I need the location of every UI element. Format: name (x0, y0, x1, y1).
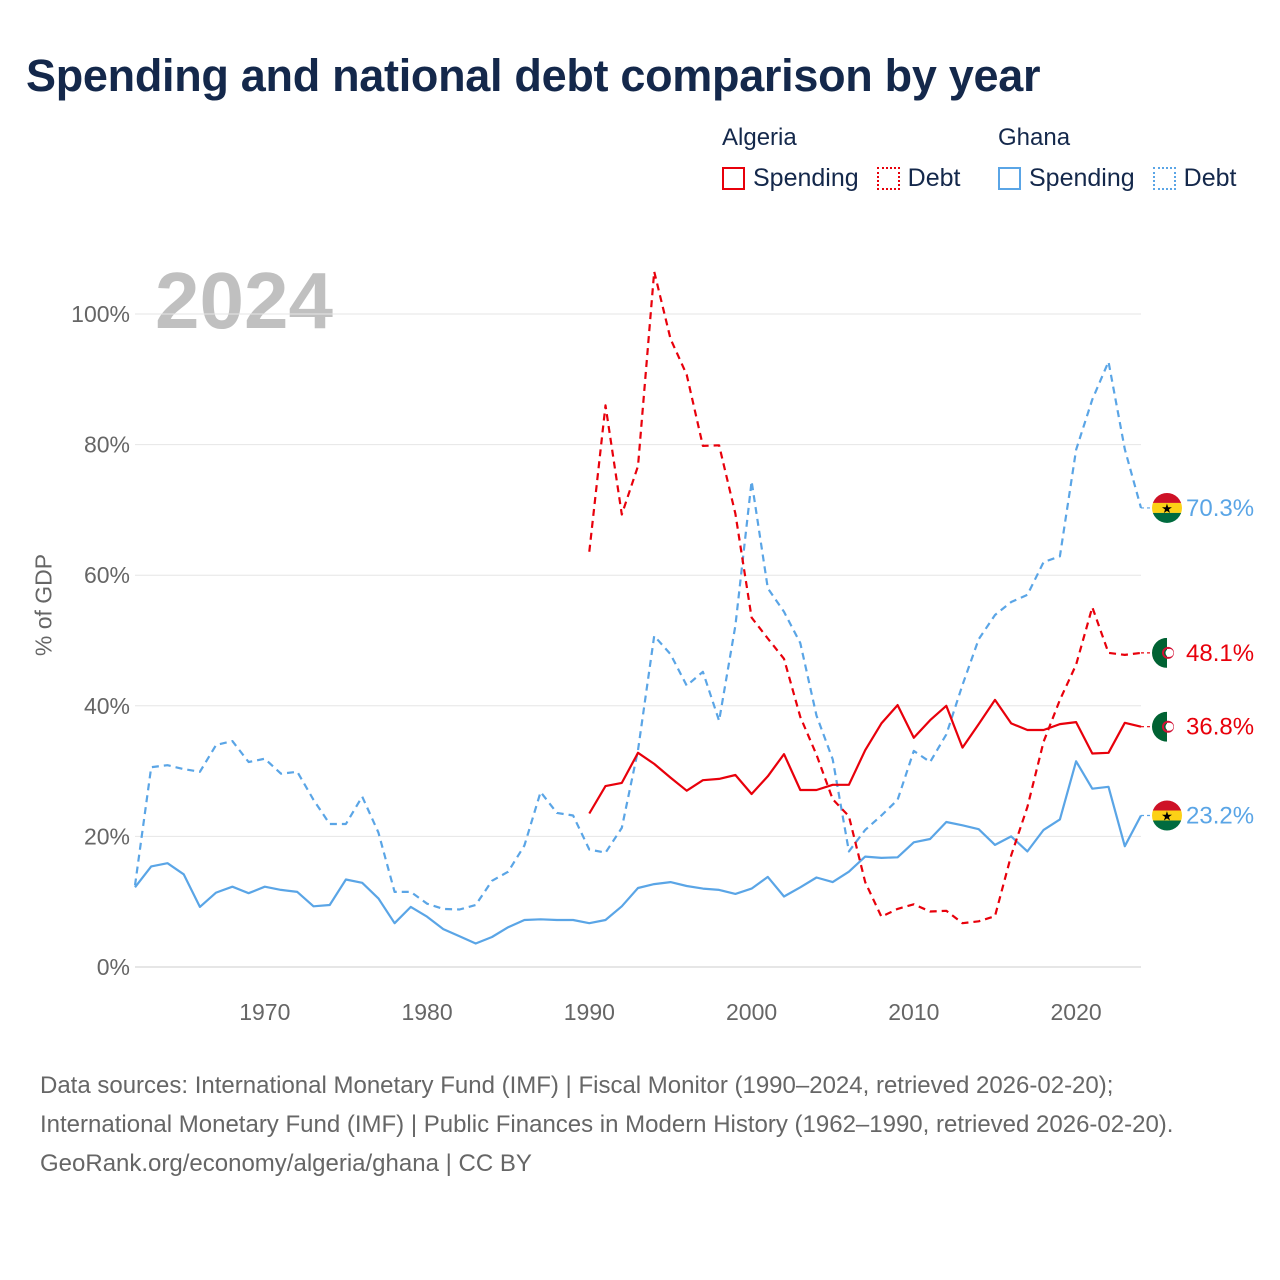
end-label: 36.8% (1186, 714, 1254, 741)
y-tick-label: 80% (84, 432, 130, 458)
legend-country-ghana: Ghana (998, 124, 1071, 151)
legend-algeria-debt[interactable]: Debt (876, 164, 961, 193)
x-tick-label: 1980 (401, 999, 452, 1025)
x-tick-label: 2010 (888, 999, 939, 1025)
ghana-flag-icon: ★ (1152, 492, 1182, 523)
x-tick-label: 1970 (239, 999, 290, 1025)
x-tick-label: 2020 (1051, 999, 1102, 1025)
y-tick-label: 0% (97, 954, 130, 980)
chart-title: Spending and national debt comparison by… (26, 50, 1041, 101)
y-tick-label: 60% (84, 562, 130, 588)
end-label: 48.1% (1186, 640, 1254, 667)
series-line-ghana-spending (134, 760, 1142, 945)
legend-label: Spending (1029, 164, 1135, 192)
source-notes: Data sources: International Monetary Fun… (40, 1066, 1240, 1183)
legend-label: Debt (1183, 164, 1237, 192)
end-label: 70.3% (1186, 495, 1254, 522)
legend-label: Spending (753, 164, 859, 192)
algeria-flag-icon (1152, 711, 1182, 742)
legend-swatch-solid (722, 167, 745, 190)
svg-text:★: ★ (1161, 501, 1173, 516)
line-chart: 0% 20% 40% 60% 80% 100% 1970 1980 1990 2000 2010 20… (71, 270, 1254, 1025)
legend-algeria-spending[interactable]: Spending (722, 164, 859, 193)
ghana-flag-icon: ★ (1152, 800, 1182, 831)
algeria-flag-icon (1152, 637, 1182, 668)
legend-country-algeria: Algeria (722, 124, 797, 151)
source-link[interactable]: GeoRank.org/economy/algeria/ghana | CC B… (40, 1150, 532, 1177)
legend-swatch-dotted (1152, 167, 1176, 190)
source-text: Data sources: International Monetary Fun… (40, 1072, 1174, 1138)
legend-ghana: Ghana Spending Debt (998, 124, 1254, 193)
y-tick-label: 20% (84, 823, 130, 849)
legend-algeria: Algeria Spending Debt (722, 124, 978, 193)
end-label: 23.2% (1186, 803, 1254, 830)
x-tick-label: 1990 (564, 999, 615, 1025)
legend-swatch-solid (998, 167, 1021, 190)
legend-ghana-spending[interactable]: Spending (998, 164, 1135, 193)
x-tick-label: 2000 (726, 999, 777, 1025)
series-line-ghana-debt (133, 360, 1143, 911)
legend-swatch-dotted (876, 167, 900, 190)
year-watermark: 2024 (155, 256, 333, 345)
legend-label: Debt (907, 164, 961, 192)
series-line-algeria-debt (588, 270, 1142, 925)
y-tick-label: 100% (71, 301, 130, 327)
y-tick-label: 40% (84, 693, 130, 719)
series-line-algeria-spending (588, 698, 1142, 815)
legend-ghana-debt[interactable]: Debt (1152, 164, 1237, 193)
svg-text:★: ★ (1161, 809, 1173, 824)
